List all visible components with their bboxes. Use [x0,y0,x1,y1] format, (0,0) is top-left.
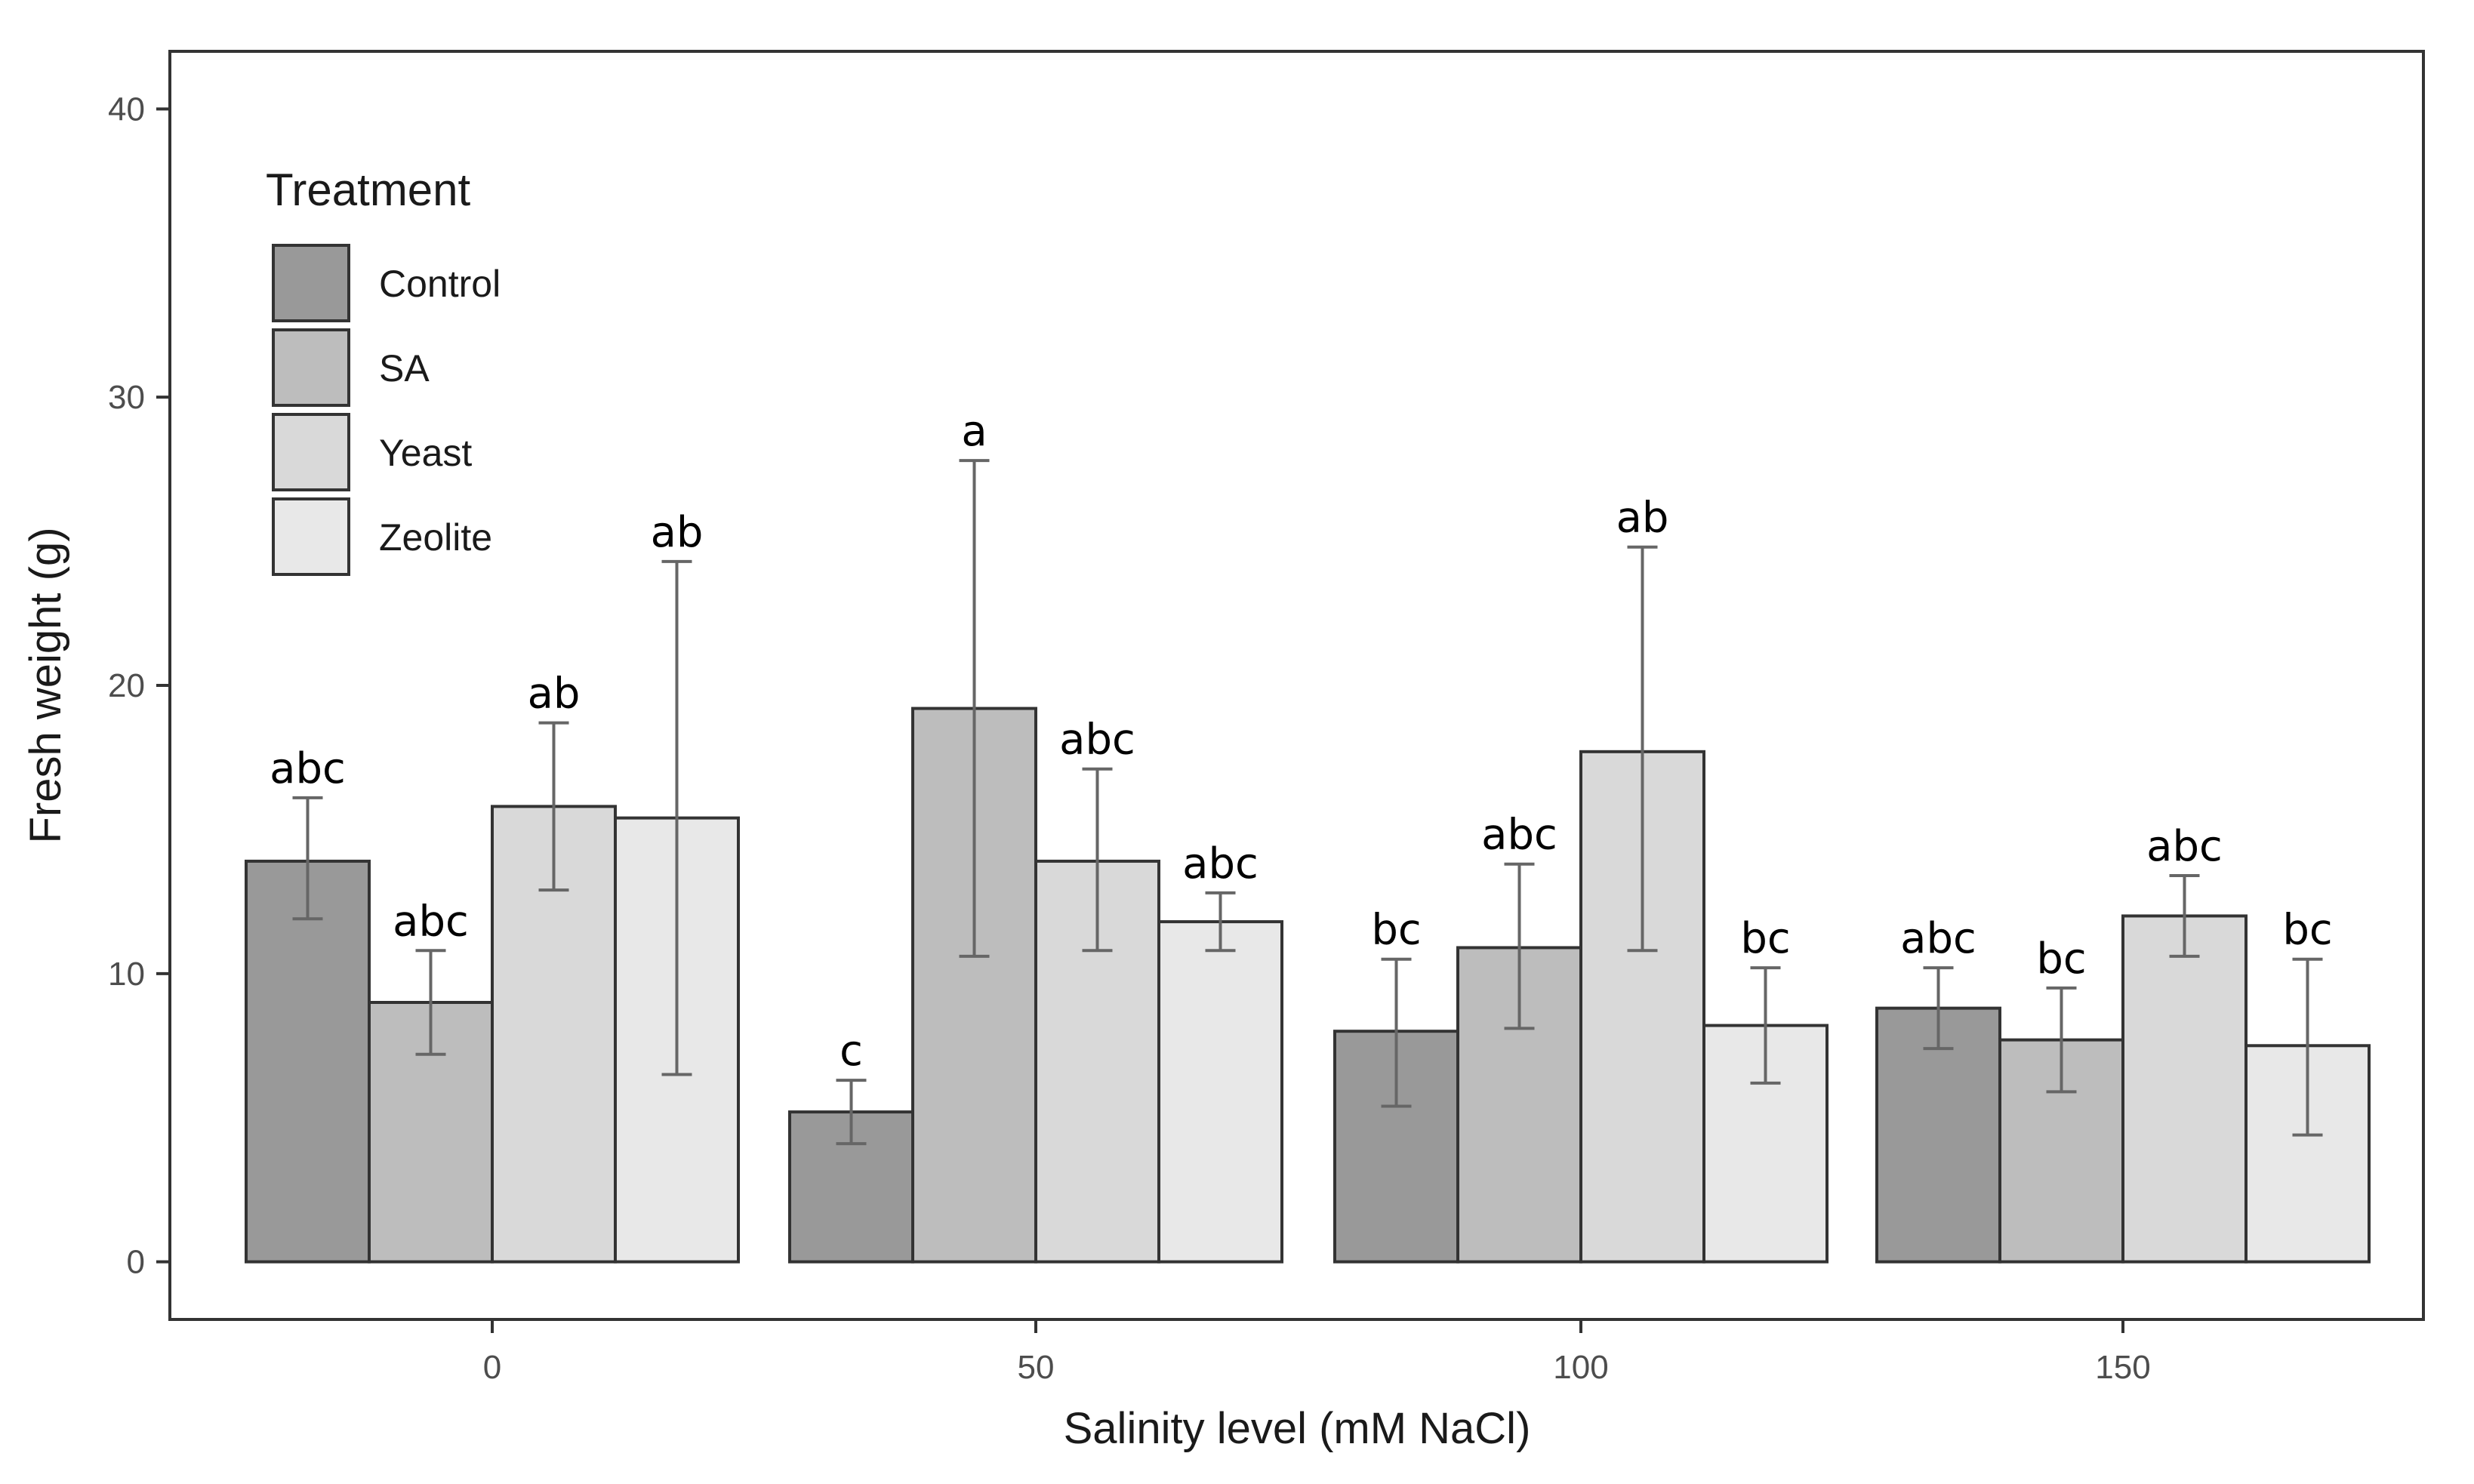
significance-label: c [840,1027,863,1076]
x-axis: 0 50 100 150 [483,1319,2151,1386]
significance-label: a [961,407,987,456]
x-tick-label: 0 [483,1349,501,1386]
legend-label: SA [379,347,430,389]
significance-labels-layer: abc c bc abc abc a abc bc ab abc ab abc ab abc bc bc [270,407,2333,1076]
error-bar [1504,862,1535,1030]
legend-item: Control [272,244,501,322]
error-bar [538,721,569,892]
legend-label: Zeolite [379,516,492,559]
bar [1157,920,1283,1264]
y-tick-label: 20 [108,667,145,704]
significance-label: abc [1900,914,1976,963]
legend-title: Treatment [266,165,471,215]
legend-item: SA [272,328,430,407]
significance-label: abc [2146,822,2223,871]
bar [2121,914,2248,1264]
legend-item: Zeolite [272,497,492,576]
legend-label: Control [379,263,501,305]
error-bar [1627,545,1658,953]
significance-label: abc [1182,839,1259,888]
significance-label: bc [1740,914,1790,963]
significance-label: bc [1371,906,1421,955]
error-bar [2292,957,2323,1137]
x-axis-title: Salinity level (mM NaCl) [1064,1404,1531,1453]
y-tick-label: 30 [108,379,145,416]
x-tick-label: 50 [1018,1349,1055,1386]
legend-swatch [272,497,350,576]
error-bar [1381,957,1412,1108]
error-bar [292,796,323,921]
significance-label: bc [2036,934,2086,984]
error-bar [959,459,990,958]
significance-label: abc [270,744,346,793]
plot-panel-border [168,50,2425,1321]
x-tick-label: 100 [1553,1349,1608,1386]
significance-label: abc [1481,811,1557,860]
significance-label: abc [393,897,469,946]
significance-label: ab [528,670,581,719]
bars-layer [245,707,2371,1264]
significance-label: ab [651,508,704,557]
error-bar [1205,891,1236,953]
y-tick-label: 10 [108,956,145,993]
significance-label: bc [2282,906,2332,955]
significance-label: abc [1059,716,1135,765]
y-axis: 0 10 20 30 40 [108,91,170,1281]
error-bar [1923,966,1954,1051]
error-bar [1082,767,1113,953]
error-bar [661,559,692,1076]
error-bars-layer [292,459,2323,1146]
bar [245,859,371,1264]
legend-label: Yeast [379,432,472,474]
y-axis-title: Fresh weight (g) [21,527,70,843]
legend-swatch [272,244,350,322]
x-tick-label: 150 [2095,1349,2150,1386]
legend-swatch [272,328,350,407]
y-tick-label: 0 [127,1244,145,1281]
error-bar [1750,966,1781,1085]
legend-swatch [272,413,350,491]
y-tick-label: 40 [108,91,145,128]
error-bar [415,949,446,1056]
legend-item: Yeast [272,413,472,491]
error-bar [836,1079,867,1146]
bar [1875,1006,2001,1264]
error-bar [2046,986,2077,1094]
legend: Treatment Control SA Yeast Zeolite [266,165,501,576]
error-bar [2169,874,2200,958]
significance-label: ab [1616,494,1669,543]
